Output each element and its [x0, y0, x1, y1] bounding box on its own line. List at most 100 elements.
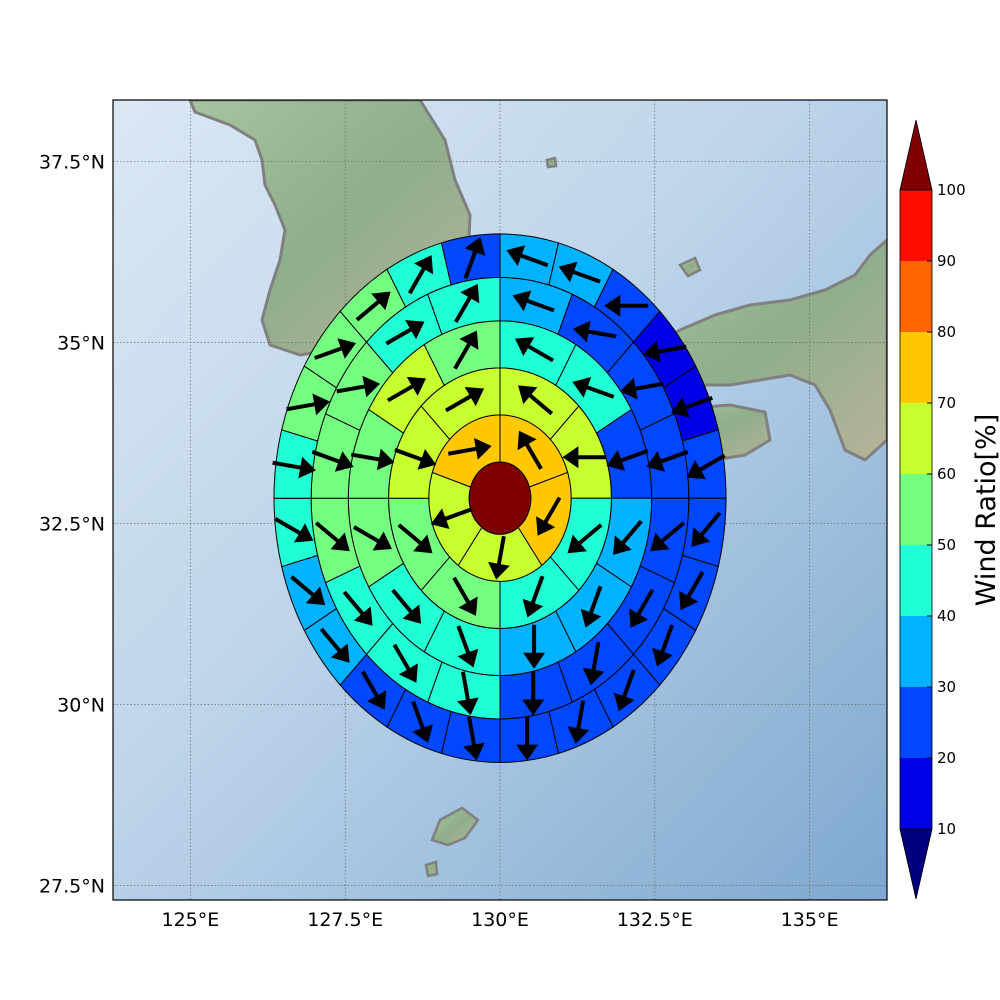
colorbar-tick-label: 50	[937, 536, 956, 554]
wind-arrow	[629, 588, 655, 628]
wind-arrow	[512, 290, 555, 313]
wind-arrow	[350, 448, 395, 471]
land-okinawa-islet	[424, 860, 439, 878]
colorbar-segment	[900, 403, 932, 474]
colorbar-tick-label: 90	[937, 252, 956, 270]
lon-tick-label: 127.5°E	[307, 909, 383, 931]
wind-arrow	[691, 511, 722, 547]
wind-arrow	[562, 446, 607, 469]
wind-arrow	[361, 670, 387, 710]
wind-arrow	[567, 523, 603, 554]
wind-arrow	[582, 641, 605, 686]
lon-tick-label: 125°E	[162, 909, 220, 931]
wind-arrow	[319, 627, 350, 663]
colorbar-segment	[900, 261, 932, 332]
wind-arrow	[518, 385, 554, 416]
wind-arrow	[392, 643, 418, 683]
wind-arrow	[523, 624, 546, 669]
wind-arrow	[488, 535, 510, 580]
colorbar-over-triangle	[899, 119, 933, 191]
lat-tick-label: 37.5°N	[39, 152, 105, 174]
wind-arrow	[453, 330, 479, 370]
land-oki	[678, 256, 702, 278]
colorbar: 10 20 30 40 50 60 70 80 90 100 Wind Ratio[%]	[899, 119, 1000, 900]
wind-arrow	[613, 519, 643, 555]
wind-arrow	[652, 624, 674, 667]
wind-arrow	[452, 576, 478, 616]
colorbar-segment	[900, 332, 932, 403]
wind-arrow	[272, 456, 316, 479]
wind-arrow	[522, 575, 545, 618]
land-amami	[430, 806, 480, 847]
wind-arrow	[314, 521, 350, 552]
wind-arrow	[606, 449, 649, 471]
lon-tick-label: 135°E	[781, 909, 839, 931]
wind-arrow	[448, 438, 492, 460]
wind-arrow	[454, 283, 480, 323]
wind-arrow	[572, 320, 617, 343]
colorbar-segment	[900, 545, 932, 616]
lat-tick-label: 30°N	[57, 695, 105, 717]
colorbar-tick-label: 100	[937, 181, 966, 199]
wind-arrow	[517, 430, 543, 470]
colorbar-frame	[899, 189, 933, 830]
wind-arrow	[274, 517, 314, 543]
wind-arrow	[456, 625, 479, 668]
lat-tick-label: 35°N	[57, 333, 105, 355]
wind-arrow	[352, 525, 392, 551]
wind-arrow	[515, 337, 555, 363]
map-area	[112, 99, 888, 901]
wind-arrow	[619, 377, 664, 400]
wind-arrow	[572, 377, 615, 399]
wind-arrow	[679, 571, 705, 611]
colorbar-segment	[900, 616, 932, 687]
colorbar-tick-label: 60	[937, 465, 956, 483]
wind-arrow	[342, 590, 373, 626]
colorbar-segment	[900, 474, 932, 545]
land-ulleung	[545, 156, 558, 169]
wind-arrow	[385, 320, 425, 346]
wind-arrow	[386, 376, 426, 403]
wind-arrow	[394, 447, 437, 470]
wind-arrow	[646, 449, 689, 472]
lon-tick-label: 130°E	[471, 909, 529, 931]
map-frame	[112, 99, 888, 901]
colorbar-segments	[899, 119, 933, 900]
colorbar-segment	[900, 190, 932, 261]
wind-arrow	[286, 393, 330, 416]
lon-tick-label: 132.5°E	[617, 909, 693, 931]
colorbar-tick-label: 20	[937, 749, 956, 767]
wind-direction-arrows	[272, 237, 726, 761]
wind-arrow	[336, 375, 381, 398]
colorbar-tick-label: 30	[937, 678, 956, 696]
wind-arrow	[445, 387, 485, 413]
wind-arrow	[642, 340, 687, 363]
wind-arrow	[650, 521, 686, 552]
colorbar-tick-label: 10	[937, 820, 956, 838]
colorbar-under-triangle	[899, 828, 933, 900]
colorbar-title: Wind Ratio[%]	[971, 414, 1000, 606]
colorbar-segment	[900, 687, 932, 758]
colorbar-segment	[900, 758, 932, 829]
wind-arrow	[558, 261, 601, 284]
wind-arrow	[686, 453, 726, 480]
ring-sector	[681, 429, 727, 499]
wind-arrow	[355, 291, 391, 322]
wind-arrow	[457, 671, 479, 716]
colorbar-tick-label: 40	[937, 607, 956, 625]
wind-arrow	[391, 588, 422, 624]
wind-arrow	[536, 496, 562, 536]
wind-ratio-polar-grid	[273, 233, 727, 763]
wind-arrow	[463, 237, 486, 280]
wind-arrow	[411, 700, 433, 743]
wind-arrow	[613, 669, 636, 712]
colorbar-labels: 10 20 30 40 50 60 70 80 90 100	[927, 181, 966, 838]
wind-arrow	[407, 255, 434, 295]
wind-arrow	[430, 507, 473, 529]
wind-arrow	[671, 396, 713, 418]
wind-arrow	[311, 449, 354, 472]
wind-arrow	[516, 716, 539, 761]
wind-arrow	[604, 294, 649, 317]
wind-arrow	[314, 338, 357, 360]
